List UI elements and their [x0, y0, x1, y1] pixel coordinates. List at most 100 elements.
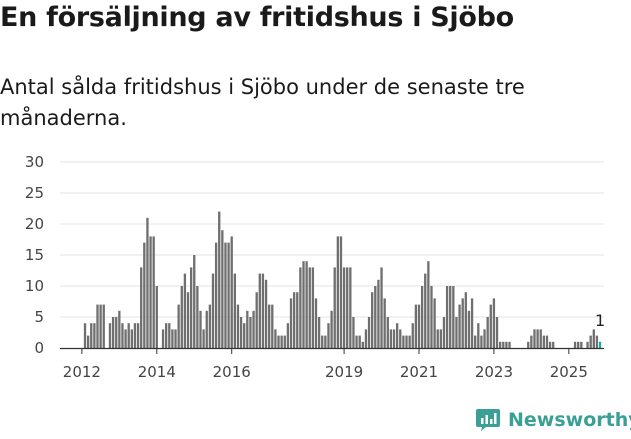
- x-tick-label: 2021: [400, 363, 438, 381]
- bar: [467, 310, 471, 348]
- bar: [480, 335, 483, 348]
- bar: [461, 298, 464, 348]
- bar: [130, 329, 133, 348]
- bar: [314, 298, 318, 348]
- bar: [464, 292, 467, 348]
- bar: [83, 323, 87, 348]
- bar: [243, 323, 246, 348]
- bar: [214, 242, 218, 348]
- bar: [330, 310, 333, 348]
- y-tick-label: 5: [34, 308, 44, 326]
- bar: [302, 261, 305, 348]
- bar: [449, 286, 452, 348]
- chart-title: En försäljning av fritidshus i Sjöbo: [0, 2, 514, 33]
- bar: [364, 329, 368, 348]
- bar: [374, 286, 377, 348]
- bar: [227, 242, 230, 348]
- bar: [261, 273, 265, 348]
- x-tick-label: 2025: [550, 363, 588, 381]
- bar: [236, 304, 240, 348]
- bar: [208, 304, 212, 348]
- bar: [152, 236, 155, 348]
- y-tick-label: 0: [34, 339, 44, 357]
- bars: [83, 211, 602, 348]
- bar: [592, 329, 595, 348]
- bar: [111, 317, 115, 348]
- bar: [118, 310, 121, 348]
- bar: [218, 211, 221, 348]
- bar: [367, 317, 371, 348]
- x-tick-label: 2016: [213, 363, 251, 381]
- bar: [224, 242, 227, 348]
- bar: [573, 341, 577, 348]
- bar: [274, 329, 277, 348]
- bar: [502, 341, 505, 348]
- bar: [339, 236, 343, 348]
- bar: [427, 261, 430, 348]
- bar: [452, 286, 455, 348]
- bar: [420, 286, 424, 348]
- bar: [430, 286, 433, 348]
- bar: [161, 329, 165, 348]
- bar: [455, 317, 458, 348]
- bar: [299, 267, 302, 348]
- bar: [386, 317, 389, 348]
- bar: [399, 329, 402, 348]
- bar: [589, 335, 592, 348]
- y-tick-label: 15: [25, 246, 44, 264]
- bar: [342, 267, 346, 348]
- bar: [352, 317, 355, 348]
- bar: [305, 261, 308, 348]
- bar: [327, 323, 330, 348]
- bar: [414, 304, 418, 348]
- bar: [221, 230, 224, 348]
- bar: [183, 273, 187, 348]
- bar: [264, 279, 268, 348]
- bar: [115, 317, 118, 348]
- bar: [205, 310, 208, 348]
- bar: [189, 267, 193, 348]
- bar: [383, 298, 386, 348]
- bar: [380, 267, 383, 348]
- x-tick-label: 2014: [138, 363, 176, 381]
- bar: [239, 317, 243, 348]
- bar: [324, 335, 327, 348]
- bar: [405, 335, 408, 348]
- bar: [411, 323, 414, 348]
- bar: [143, 242, 146, 348]
- bar: [280, 335, 283, 348]
- bar: [286, 323, 290, 348]
- bar: [246, 310, 249, 348]
- bar: [586, 341, 589, 348]
- bar: [168, 323, 171, 348]
- y-tick-label: 20: [25, 215, 44, 233]
- annotation-label: 1: [595, 311, 605, 330]
- x-tick-label: 2023: [475, 363, 513, 381]
- bar: [255, 292, 258, 348]
- bar: [545, 335, 549, 348]
- newsworthy-logo: Newsworthy: [475, 407, 631, 433]
- bar: [96, 304, 99, 348]
- bar: [542, 335, 546, 348]
- bar: [389, 329, 393, 348]
- bar: [477, 323, 480, 348]
- bar: [361, 341, 364, 348]
- bar: [377, 279, 380, 348]
- bar: [474, 335, 477, 348]
- bar: [458, 304, 461, 348]
- bar: [392, 329, 396, 348]
- bar: [277, 335, 280, 348]
- bar: [333, 267, 336, 348]
- annotations: 1: [595, 311, 605, 330]
- bar: [289, 298, 293, 348]
- bar: [127, 323, 130, 348]
- bar: [180, 286, 183, 348]
- bar: [202, 329, 205, 348]
- bar: [530, 335, 533, 348]
- bar: [258, 273, 261, 348]
- bar: [146, 217, 149, 348]
- bar: [552, 341, 555, 348]
- y-tick-label: 10: [25, 277, 44, 295]
